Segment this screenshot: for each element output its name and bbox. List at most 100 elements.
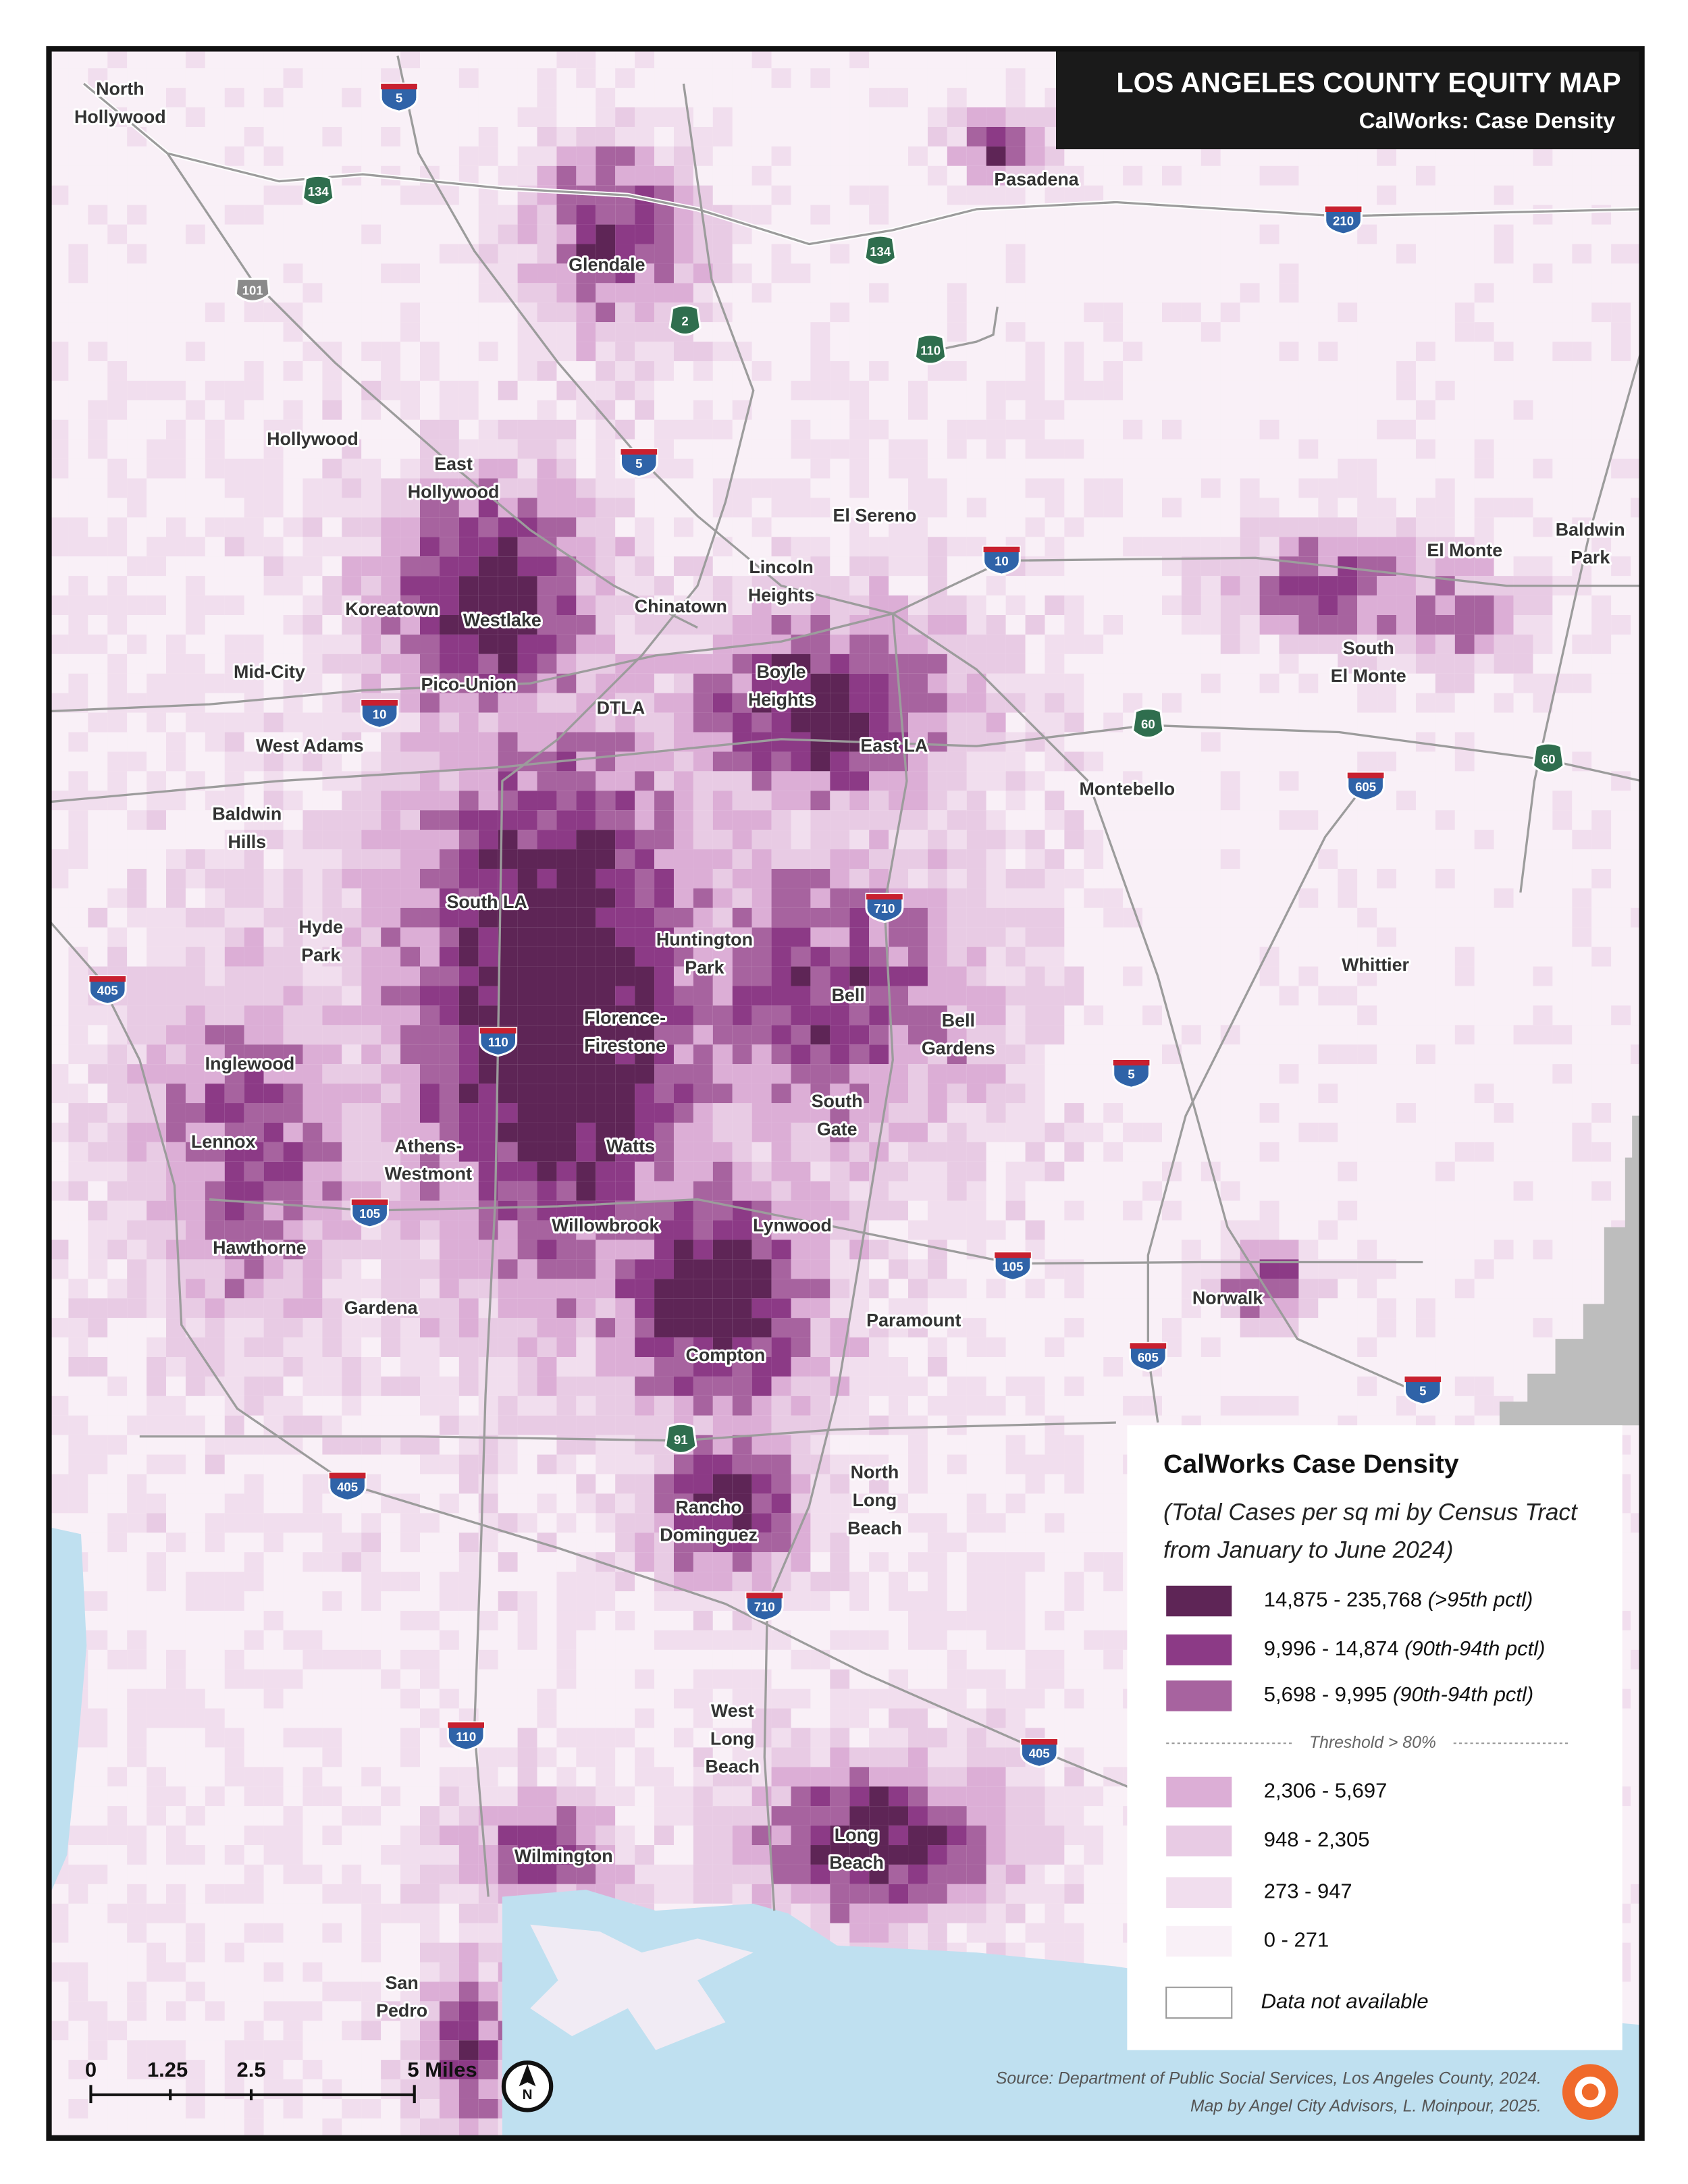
tract xyxy=(791,126,811,147)
tract xyxy=(88,1200,108,1221)
tract xyxy=(1318,1064,1338,1084)
tract xyxy=(1415,751,1435,772)
tract xyxy=(107,478,128,498)
tract xyxy=(1454,1044,1475,1065)
tract xyxy=(322,205,342,225)
tract xyxy=(537,263,557,284)
tract xyxy=(342,126,362,147)
tract xyxy=(791,556,811,577)
tract xyxy=(615,986,635,1006)
tract xyxy=(1318,244,1338,264)
tract xyxy=(1045,361,1065,381)
tract xyxy=(1494,1025,1514,1045)
tract xyxy=(147,498,167,518)
tract xyxy=(889,419,909,440)
tract xyxy=(361,927,381,947)
tract xyxy=(556,107,577,127)
tract xyxy=(927,302,947,323)
tract xyxy=(986,68,1006,88)
tract xyxy=(1064,1064,1084,1084)
tract xyxy=(147,1220,167,1240)
tract xyxy=(1572,185,1592,205)
tract xyxy=(771,361,791,381)
tract xyxy=(1396,1142,1416,1162)
tract xyxy=(576,791,596,811)
tract xyxy=(556,849,577,869)
tract xyxy=(1181,634,1201,654)
tract xyxy=(68,380,88,400)
tract xyxy=(49,342,69,362)
tract xyxy=(224,673,244,693)
tract xyxy=(1298,1142,1319,1162)
tract xyxy=(673,907,693,928)
tract xyxy=(1201,849,1221,869)
tract xyxy=(654,712,674,733)
tract xyxy=(1572,1181,1592,1201)
tract xyxy=(1161,478,1182,498)
tract xyxy=(1142,868,1162,888)
tract xyxy=(458,673,479,693)
tract xyxy=(732,126,752,147)
tract xyxy=(1025,830,1045,850)
tract xyxy=(732,263,752,284)
tract xyxy=(1435,400,1455,420)
tract xyxy=(1084,498,1104,518)
tract xyxy=(1377,1142,1397,1162)
tract xyxy=(1338,830,1358,850)
tract xyxy=(849,49,870,69)
tract xyxy=(244,458,264,479)
tract xyxy=(1377,439,1397,459)
tract xyxy=(458,68,479,88)
tract xyxy=(966,927,986,947)
tract xyxy=(1513,830,1533,850)
tract xyxy=(1045,791,1065,811)
tract xyxy=(517,634,537,654)
tract xyxy=(732,1064,752,1084)
tract xyxy=(1552,907,1573,928)
tract xyxy=(751,927,772,947)
tract xyxy=(147,419,167,440)
tract xyxy=(1298,1122,1319,1142)
tract xyxy=(88,634,108,654)
tract xyxy=(322,1025,342,1045)
tract xyxy=(596,927,616,947)
tract xyxy=(88,888,108,908)
tract xyxy=(986,478,1006,498)
tract xyxy=(205,868,225,888)
tract xyxy=(712,49,733,69)
tract xyxy=(1103,439,1124,459)
tract xyxy=(1513,771,1533,791)
tract xyxy=(1474,1084,1494,1104)
tract xyxy=(458,517,479,537)
tract xyxy=(1513,165,1533,186)
tract xyxy=(420,986,440,1006)
tract xyxy=(1181,380,1201,400)
tract xyxy=(693,907,713,928)
tract xyxy=(635,673,655,693)
tract xyxy=(185,1005,205,1026)
tract xyxy=(1005,439,1026,459)
tract xyxy=(1435,478,1455,498)
tract xyxy=(166,224,186,244)
tract xyxy=(1591,537,1612,557)
tract xyxy=(576,478,596,498)
tract xyxy=(810,947,830,967)
tract xyxy=(1572,244,1592,264)
tract xyxy=(205,1200,225,1221)
tract xyxy=(147,1161,167,1181)
tract xyxy=(732,1084,752,1104)
tract xyxy=(88,342,108,362)
tract xyxy=(458,771,479,791)
tract xyxy=(693,419,713,440)
tract xyxy=(869,537,889,557)
tract xyxy=(1298,771,1319,791)
tract xyxy=(1298,927,1319,947)
tract xyxy=(1435,751,1455,772)
tract xyxy=(751,49,772,69)
tract xyxy=(576,1161,596,1181)
tract xyxy=(185,1200,205,1221)
tract xyxy=(537,419,557,440)
tract xyxy=(889,146,909,166)
tract xyxy=(849,107,870,127)
tract xyxy=(498,361,518,381)
